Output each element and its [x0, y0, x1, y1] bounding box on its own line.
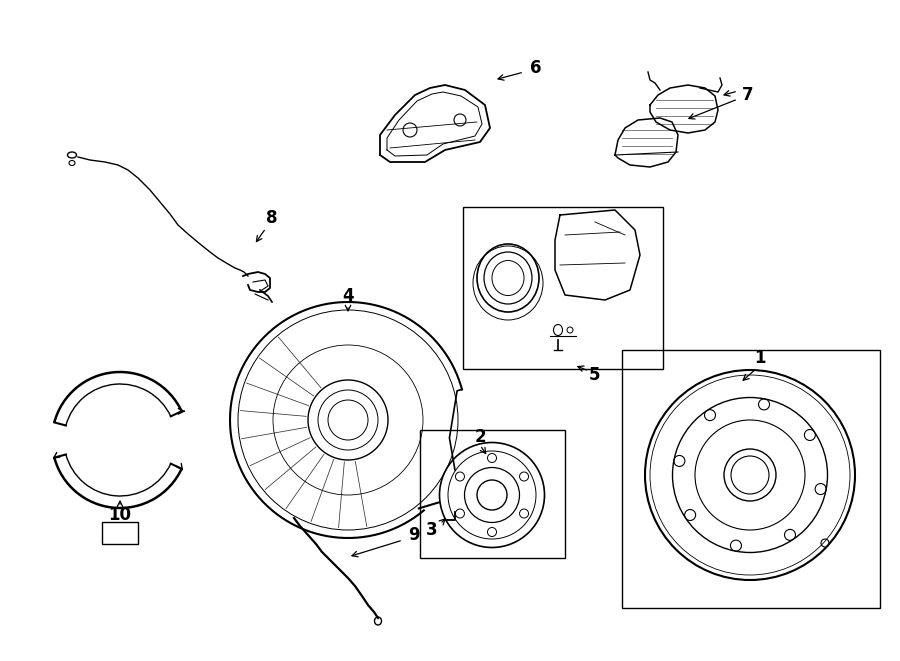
Text: 8: 8	[266, 209, 278, 227]
Text: 9: 9	[409, 526, 419, 544]
Ellipse shape	[68, 152, 76, 158]
Text: 5: 5	[590, 366, 601, 384]
Text: 4: 4	[342, 287, 354, 305]
Ellipse shape	[69, 161, 75, 165]
Bar	[622, 350, 880, 608]
Ellipse shape	[374, 617, 382, 625]
Text: 7: 7	[742, 86, 754, 104]
Text: 3: 3	[427, 521, 437, 539]
Bar	[102, 522, 138, 544]
Bar	[463, 207, 663, 369]
Text: 10: 10	[109, 506, 131, 524]
Text: 1: 1	[754, 349, 766, 367]
Text: 2: 2	[474, 428, 486, 446]
Text: 6: 6	[530, 59, 542, 77]
Bar	[420, 430, 565, 558]
